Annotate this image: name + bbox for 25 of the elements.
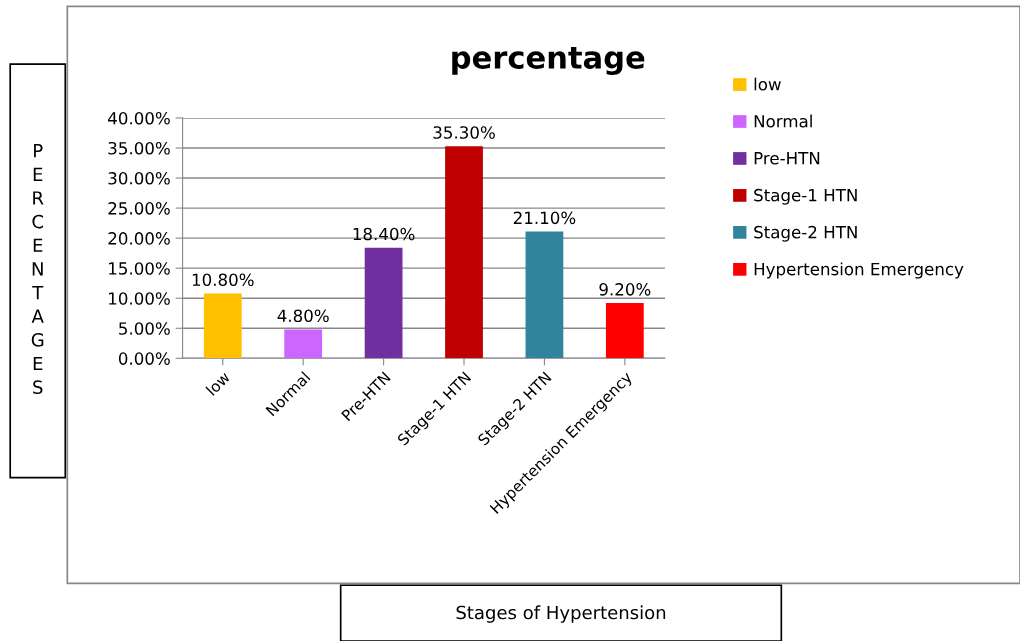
legend-label: Stage-1 HTN	[754, 188, 857, 205]
data-label: 9.20%	[599, 283, 651, 296]
legend-label: low	[754, 77, 781, 91]
data-label: 4.80%	[277, 309, 329, 323]
data-label: 18.40%	[353, 227, 415, 241]
data-label: 21.10%	[513, 211, 576, 225]
data-label: 35.30%	[433, 126, 495, 139]
legend-label: Pre-HTN	[754, 152, 820, 165]
y-tick-label: 20.00%	[108, 232, 170, 245]
y-tick-label: 40.00%	[108, 111, 170, 125]
legend-label: Stage-2 HTN	[754, 225, 857, 242]
text: Stages of Hypertension	[456, 605, 666, 623]
data-label: 10.80%	[192, 273, 254, 287]
y-tick-label: 10.00%	[109, 292, 170, 305]
legend-label: Hypertension Emergency	[754, 262, 964, 279]
y-tick-label: 35.00%	[108, 141, 170, 155]
y-tick-label: 0.00%	[118, 352, 170, 365]
y-tick-label: 25.00%	[108, 202, 170, 215]
y-tick-label: 30.00%	[108, 172, 170, 185]
chart-title: percentage	[452, 46, 645, 76]
legend-label: Normal	[754, 114, 812, 128]
x-tick-label: low	[205, 370, 231, 396]
y-tick-label: 5.00%	[119, 322, 170, 335]
text: PERCENTAGES	[31, 144, 44, 394]
y-tick-label: 15.00%	[109, 262, 170, 275]
